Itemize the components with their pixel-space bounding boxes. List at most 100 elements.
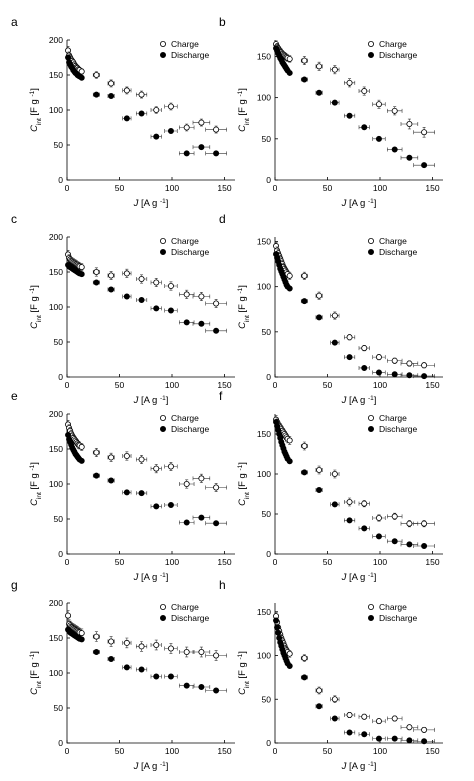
axes-frame xyxy=(274,237,443,378)
y-tick-label: 100 xyxy=(49,302,63,312)
data-point-discharge xyxy=(274,624,281,631)
data-point-discharge xyxy=(167,307,174,314)
data-point-discharge xyxy=(108,93,115,100)
legend-label-discharge: Discharge xyxy=(379,613,418,623)
x-tick-label: 150 xyxy=(217,380,231,390)
legend-marker-discharge xyxy=(159,52,166,59)
x-tick-label: 100 xyxy=(165,557,179,567)
data-point-charge xyxy=(316,63,323,70)
data-point-charge xyxy=(108,272,115,279)
y-axis-title: Cint [F g -1] xyxy=(237,88,251,132)
x-axis-title: J [A g -1] xyxy=(133,761,169,773)
data-point-discharge xyxy=(167,673,174,680)
data-point-discharge xyxy=(361,124,368,131)
legend-marker-discharge xyxy=(159,248,166,255)
series-discharge xyxy=(273,617,435,745)
data-point-discharge xyxy=(213,327,220,334)
y-tick-label: 150 xyxy=(257,237,271,247)
y-tick-label: 200 xyxy=(49,598,63,608)
x-tick-label: 150 xyxy=(425,380,439,390)
x-axis-title: J [A g -1] xyxy=(133,198,169,210)
y-tick-label: 50 xyxy=(54,514,64,524)
chart-panel-h: h 0 50 100 150 0 50 100 150 J [A g -1] Cint [F g -… xyxy=(219,578,443,772)
data-point-discharge xyxy=(301,298,308,305)
data-point-charge xyxy=(123,639,130,646)
legend-marker-charge xyxy=(159,237,166,244)
data-point-charge xyxy=(167,103,174,110)
data-point-discharge xyxy=(138,490,145,497)
data-point-charge xyxy=(153,642,160,649)
y-tick-label: 50 xyxy=(262,134,272,144)
x-tick-label: 150 xyxy=(217,183,231,193)
data-point-charge xyxy=(123,270,130,277)
data-point-charge xyxy=(167,645,174,652)
data-point-discharge xyxy=(406,737,413,744)
panel-label: a xyxy=(11,15,18,29)
data-point-discharge xyxy=(198,514,205,521)
data-point-discharge xyxy=(346,517,353,524)
y-tick-label: 100 xyxy=(49,479,63,489)
y-tick-label: 100 xyxy=(257,93,271,103)
data-point-charge xyxy=(361,500,368,507)
data-point-charge xyxy=(421,520,428,527)
data-point-discharge xyxy=(331,99,338,106)
data-point-discharge xyxy=(286,285,293,292)
legend-marker-discharge xyxy=(367,425,374,432)
x-tick-label: 50 xyxy=(115,557,125,567)
data-point-charge xyxy=(346,334,353,341)
data-point-charge xyxy=(78,630,85,637)
data-point-discharge xyxy=(391,538,398,545)
legend-marker-discharge xyxy=(367,248,374,255)
x-tick-label: 50 xyxy=(115,746,125,756)
legend-marker-charge xyxy=(367,604,374,611)
y-tick-label: 100 xyxy=(49,105,63,115)
x-tick-label: 100 xyxy=(165,183,179,193)
data-point-charge xyxy=(316,687,323,694)
legend-marker-charge xyxy=(159,41,166,48)
data-point-charge xyxy=(108,454,115,461)
y-tick-label: 50 xyxy=(262,509,272,519)
x-tick-label: 100 xyxy=(373,380,387,390)
y-tick-label: 0 xyxy=(58,738,63,748)
data-point-discharge xyxy=(78,271,85,278)
data-point-discharge xyxy=(123,664,130,671)
data-point-charge xyxy=(108,80,115,87)
data-point-charge xyxy=(138,456,145,463)
data-point-charge xyxy=(331,696,338,703)
data-point-charge xyxy=(78,264,85,271)
x-axis-title: J [A g -1] xyxy=(341,761,377,773)
data-point-charge xyxy=(198,649,205,656)
data-point-discharge xyxy=(391,146,398,153)
series-charge xyxy=(65,420,227,492)
data-point-charge xyxy=(331,470,338,477)
data-point-charge xyxy=(123,452,130,459)
series-charge xyxy=(273,242,435,369)
x-tick-label: 50 xyxy=(115,183,125,193)
data-point-discharge xyxy=(198,684,205,691)
data-point-charge xyxy=(346,79,353,86)
legend-label-discharge: Discharge xyxy=(379,424,418,434)
x-tick-label: 50 xyxy=(323,380,333,390)
data-point-discharge xyxy=(331,339,338,346)
data-point-discharge xyxy=(183,150,190,157)
data-point-discharge xyxy=(275,629,282,636)
y-tick-label: 150 xyxy=(49,70,63,80)
data-point-charge xyxy=(167,463,174,470)
y-tick-label: 150 xyxy=(49,633,63,643)
legend-label-charge: Charge xyxy=(171,236,199,246)
data-point-charge xyxy=(183,649,190,656)
data-point-discharge xyxy=(153,133,160,140)
series-discharge xyxy=(273,45,435,169)
y-tick-label: 100 xyxy=(257,469,271,479)
legend-marker-charge xyxy=(367,41,374,48)
data-point-discharge xyxy=(78,74,85,81)
y-tick-label: 0 xyxy=(58,175,63,185)
y-axis-title: Cint [F g -1] xyxy=(237,285,251,329)
data-point-discharge xyxy=(108,656,115,663)
data-point-discharge xyxy=(167,127,174,134)
data-point-discharge xyxy=(346,729,353,736)
panel-label: h xyxy=(219,578,226,592)
x-tick-label: 0 xyxy=(273,746,278,756)
data-point-discharge xyxy=(78,457,85,464)
